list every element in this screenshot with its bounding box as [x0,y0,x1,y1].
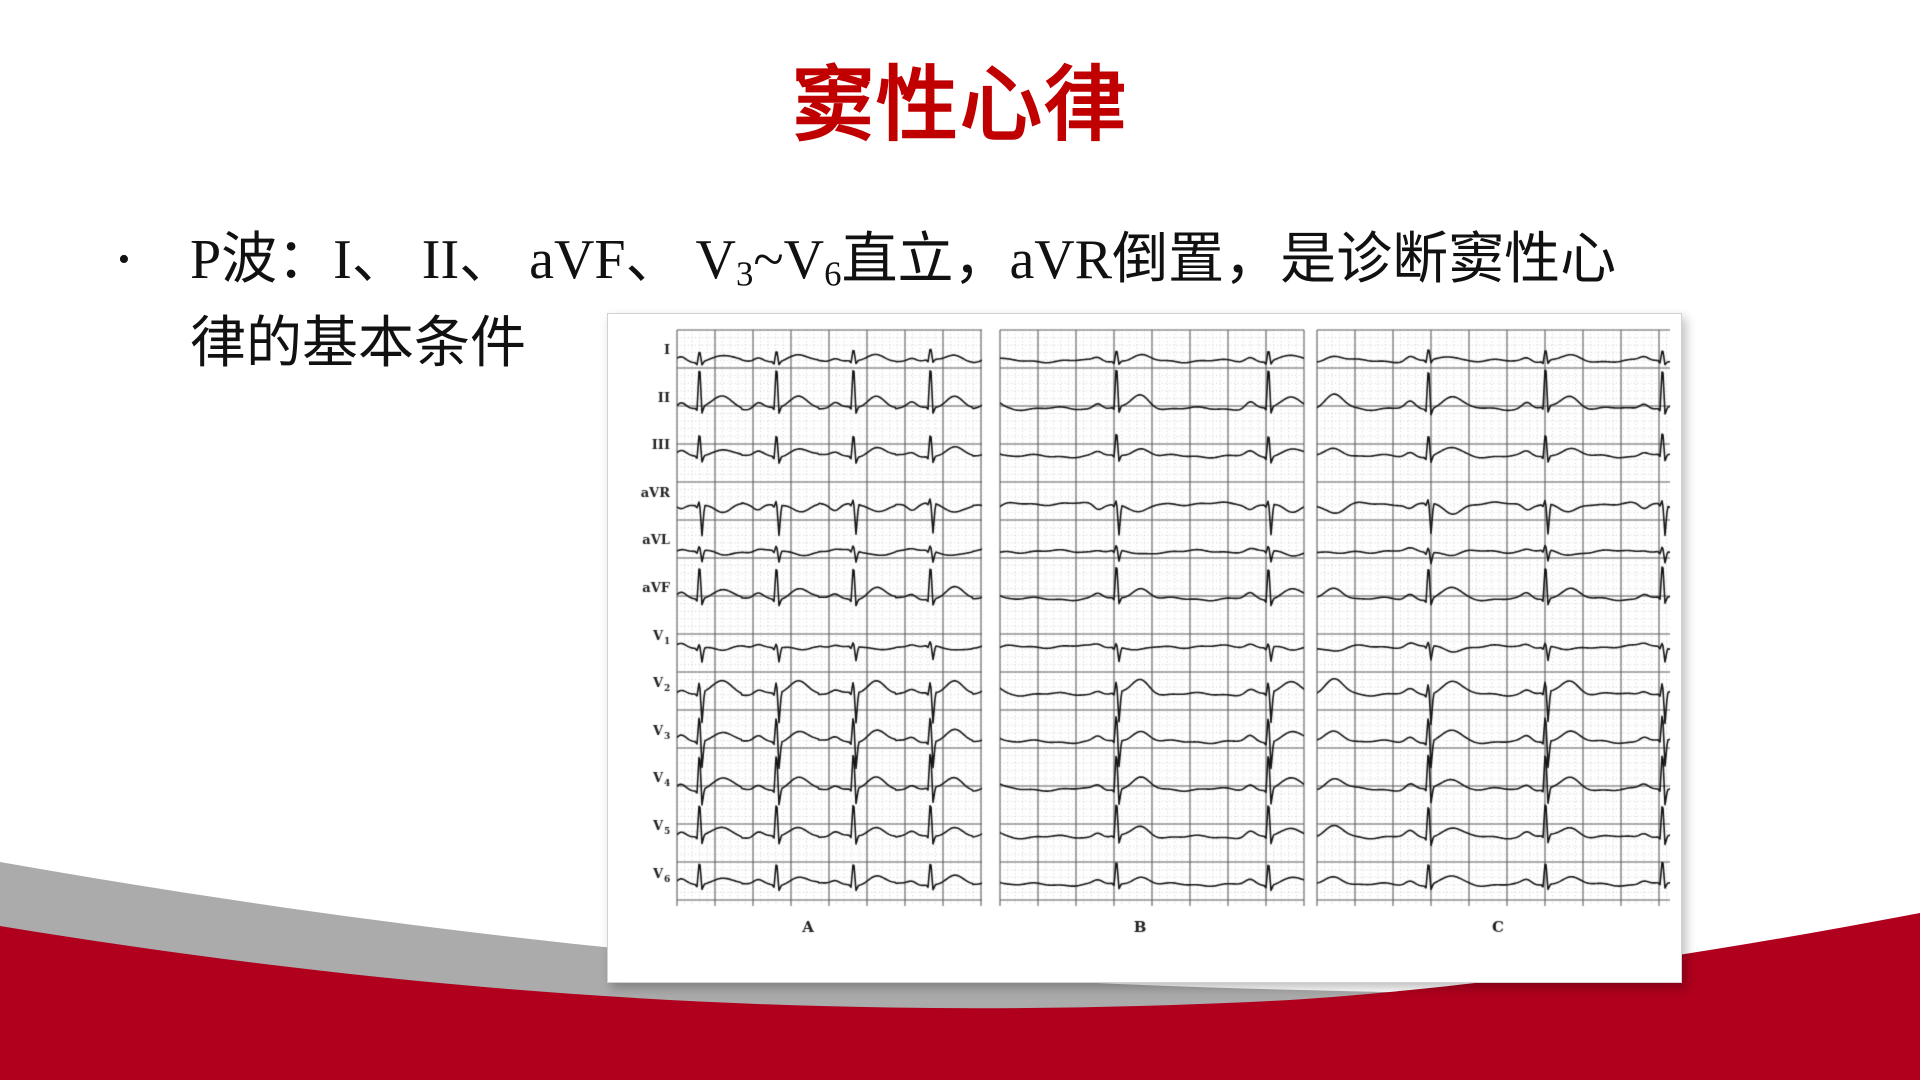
red-wave-shape [0,913,1920,1080]
bullet-marker: • [118,241,130,278]
bullet-text-subscript-6: 6 [824,254,842,294]
bottom-decoration [0,862,1920,1080]
bullet-text-seg1: ~V [753,229,825,291]
bullet-item: • P波：I、 II、 aVF、 V3~V6直立，aVR倒置，是诊断窦性心 律的… [118,218,1880,386]
page-title: 窦性心律 [791,60,1128,151]
ecg-figure [607,313,1682,983]
bullet-text-seg0: P波：I、 II、 aVF、 V [190,229,736,291]
bullet-text-seg2: 直立，aVR倒置，是诊断窦性心 [841,229,1617,291]
ecg-canvas [608,314,1679,980]
bullet-text-line2: 律的基本条件 [190,313,526,375]
bullet-text: P波：I、 II、 aVF、 V3~V6直立，aVR倒置，是诊断窦性心 律的基本… [190,218,1880,386]
bullet-text-subscript-3: 3 [735,254,754,294]
